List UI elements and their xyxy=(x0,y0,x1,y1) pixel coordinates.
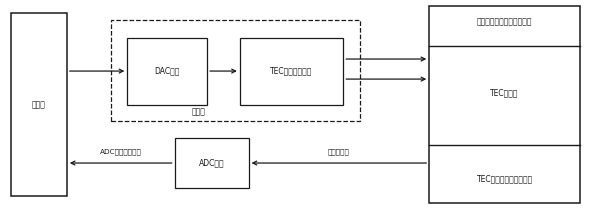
Text: TEC制冷器温度采集单元: TEC制冷器温度采集单元 xyxy=(477,174,533,183)
Bar xyxy=(111,20,360,121)
Text: DAC芯片: DAC芯片 xyxy=(155,66,180,76)
Bar xyxy=(240,38,343,104)
Bar xyxy=(175,138,249,188)
Text: TEC专用驱动芯片: TEC专用驱动芯片 xyxy=(271,66,313,76)
Bar xyxy=(429,6,580,203)
Text: 单光子探测及信号处理单元: 单光子探测及信号处理单元 xyxy=(477,17,532,27)
Text: TEC制冷器: TEC制冷器 xyxy=(490,88,519,98)
Text: 实际温度值: 实际温度值 xyxy=(328,148,350,155)
Text: 集成化: 集成化 xyxy=(191,107,205,116)
Text: ADC采集数字信号: ADC采集数字信号 xyxy=(100,148,141,155)
Text: ADC芯片: ADC芯片 xyxy=(199,158,224,168)
Bar xyxy=(127,38,207,104)
Text: 控制器: 控制器 xyxy=(32,100,46,109)
Bar xyxy=(11,13,67,196)
